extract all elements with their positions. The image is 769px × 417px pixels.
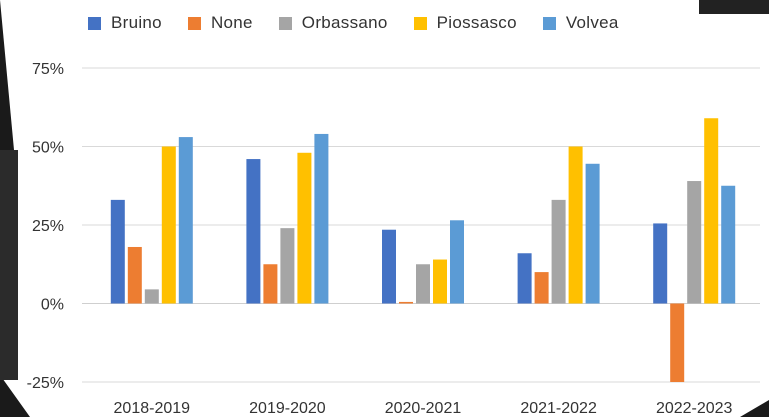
x-tick-label: 2020-2021 — [385, 400, 462, 417]
bar-none-2021-2022 — [534, 272, 549, 304]
bar-none-2022-2023 — [670, 303, 685, 382]
y-tick-label: 50% — [32, 140, 64, 157]
bar-bruino-2018-2019 — [110, 199, 125, 304]
y-tick-label: 0% — [41, 297, 64, 314]
background-edge-right — [699, 0, 769, 14]
legend-label-volvea: Volvea — [565, 13, 619, 32]
x-axis-tick-labels: 2018-2019 2019-2020 2020-2021 2021-2022 2022… — [114, 400, 733, 417]
legend-swatch-none — [187, 16, 201, 30]
y-axis-tick-labels: 75% 50% 25% 0% -25% — [27, 61, 64, 392]
legend-label-orbassano: Orbassano — [301, 13, 388, 32]
bar-piossasco-2022-2023 — [704, 118, 719, 304]
legend-swatch-orbassano — [278, 16, 292, 30]
y-tick-label: 25% — [32, 218, 64, 235]
bar-bruino-2020-2021 — [382, 229, 396, 304]
bar-volvea-2021-2022 — [585, 163, 600, 304]
x-tick-label: 2021-2022 — [520, 400, 597, 417]
legend-swatch-volvea — [542, 16, 556, 30]
background-edge-left — [0, 150, 18, 380]
legend-item-orbassano: Orbassano — [278, 13, 388, 33]
legend-swatch-piossasco — [413, 16, 427, 30]
bar-piossasco-2021-2022 — [568, 146, 583, 304]
x-tick-label: 2018-2019 — [114, 400, 191, 417]
legend-item-none: None — [187, 13, 253, 33]
bar-volvea-2018-2019 — [178, 137, 193, 304]
legend-item-volvea: Volvea — [542, 13, 619, 33]
bar-volvea-2020-2021 — [450, 220, 464, 304]
x-tick-label: 2022-2023 — [656, 400, 733, 417]
bar-none-2020-2021 — [399, 301, 413, 304]
bar-piossasco-2020-2021 — [433, 259, 447, 304]
legend-label-piossasco: Piossasco — [436, 13, 517, 32]
legend-swatch-bruino — [88, 16, 101, 30]
legend-item-bruino: Bruino — [88, 13, 162, 33]
bar-orbassano-2019-2020 — [280, 228, 295, 304]
x-tick-label: 2019-2020 — [249, 400, 326, 417]
bar-piossasco-2019-2020 — [297, 152, 312, 304]
bar-orbassano-2022-2023 — [687, 181, 702, 304]
legend-label-bruino: Bruino — [111, 13, 162, 32]
bar-bruino-2021-2022 — [517, 253, 532, 304]
bar-volvea-2019-2020 — [314, 133, 329, 304]
bar-volvea-2022-2023 — [721, 185, 736, 304]
bar-orbassano-2021-2022 — [551, 199, 566, 304]
bar-orbassano-2018-2019 — [144, 289, 159, 304]
y-tick-label: -25% — [27, 375, 64, 392]
bar-none-2019-2020 — [263, 264, 278, 304]
chart-legend: Bruino None Orbassano Piossasco Volvea — [88, 10, 619, 36]
bars — [110, 118, 736, 382]
y-tick-label: 75% — [32, 61, 64, 78]
legend-label-none: None — [210, 13, 253, 32]
bar-orbassano-2020-2021 — [416, 264, 430, 304]
bar-bruino-2019-2020 — [246, 159, 261, 304]
legend-item-piossasco: Piossasco — [413, 13, 517, 33]
bar-piossasco-2018-2019 — [161, 146, 176, 304]
bar-none-2018-2019 — [127, 246, 142, 304]
bar-bruino-2022-2023 — [653, 223, 668, 304]
